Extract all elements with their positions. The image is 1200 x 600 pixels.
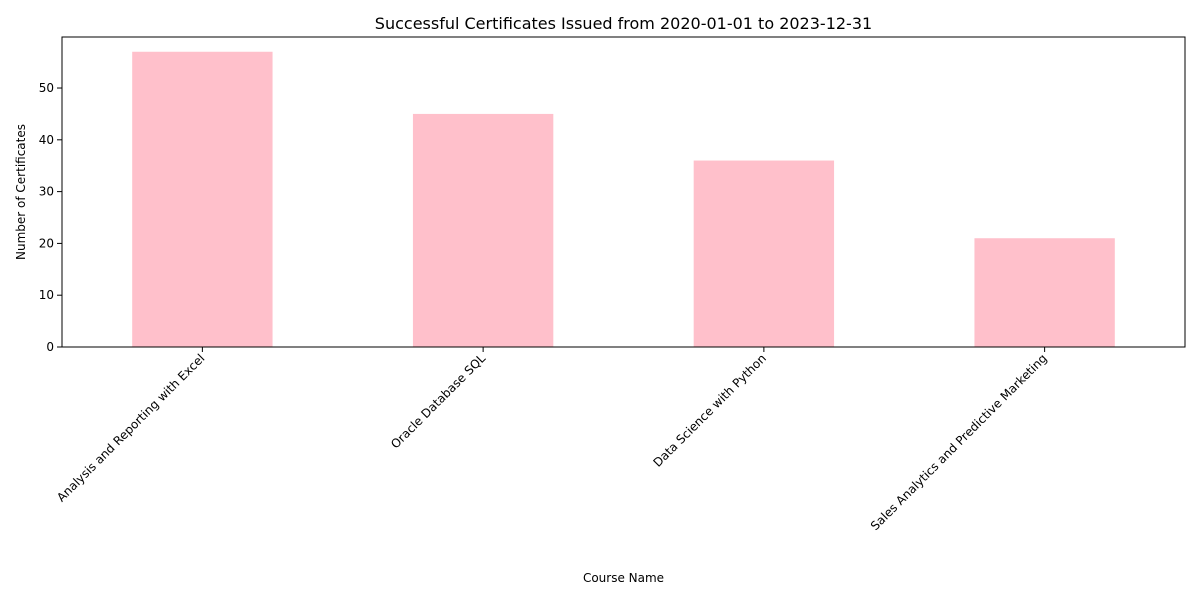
x-axis: Analysis and Reporting with Excel Oracle … [54, 347, 1050, 533]
y-tick-label: 50 [39, 81, 54, 95]
x-axis-label: Course Name [583, 571, 664, 585]
bar-3 [693, 160, 835, 347]
y-tick-label: 30 [39, 185, 54, 199]
x-tick-label: Analysis and Reporting with Excel [54, 351, 207, 504]
bar-4 [974, 238, 1115, 347]
x-tick-label: Oracle Database SQL [388, 351, 488, 451]
y-tick-label: 20 [39, 236, 54, 250]
y-tick-label: 40 [39, 133, 54, 147]
x-tick-label: Sales Analytics and Predictive Marketing [868, 351, 1050, 533]
x-tick-label: Data Science with Python [650, 351, 769, 470]
y-tick-label: 0 [46, 340, 54, 354]
bar-1 [132, 51, 273, 348]
y-axis: 0 10 20 30 40 50 [39, 81, 62, 354]
chart-title: Successful Certificates Issued from 2020… [375, 14, 872, 33]
bar-2 [412, 113, 554, 347]
bars-group [132, 51, 1115, 348]
y-axis-label: Number of Certificates [14, 124, 28, 260]
y-tick-label: 10 [39, 288, 54, 302]
